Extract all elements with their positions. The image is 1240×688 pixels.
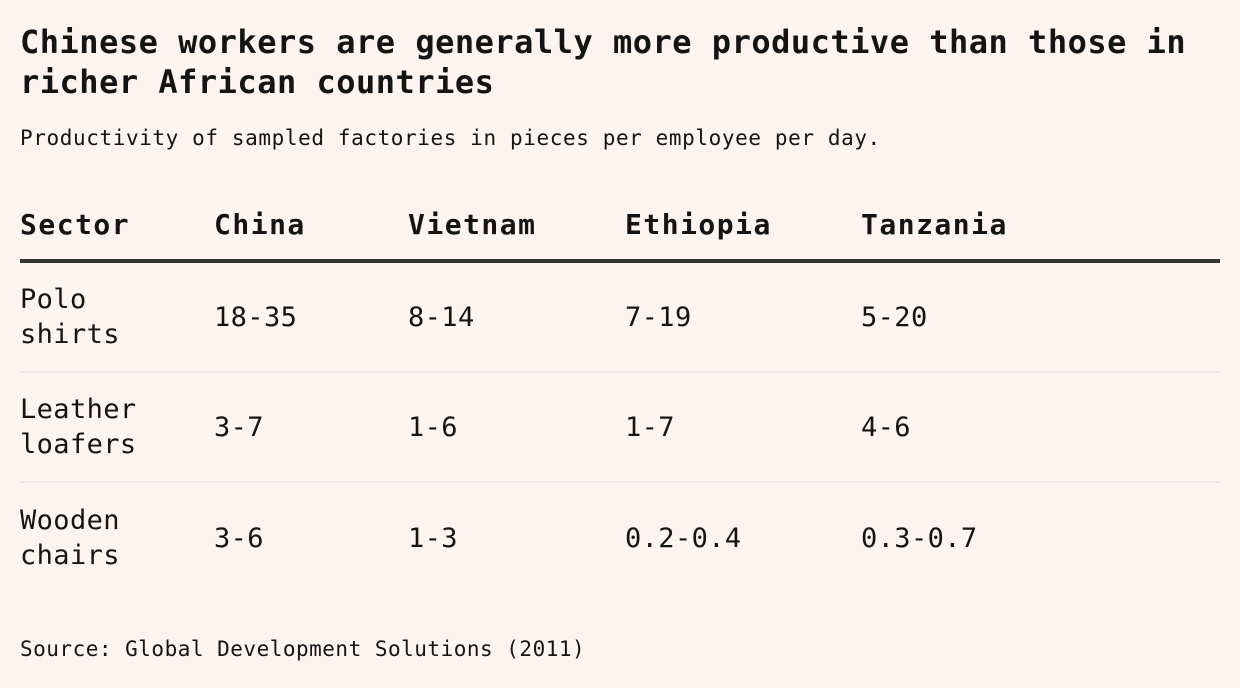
- cell-value: 5-20: [861, 301, 928, 333]
- table-header-row: Sector China Vietnam Ethiopia Tanzania: [20, 209, 1220, 263]
- source-note: Source: Global Development Solutions (20…: [20, 637, 586, 661]
- column-header-ethiopia: Ethiopia: [625, 208, 772, 241]
- cell-value: 4-6: [861, 411, 911, 443]
- data-table: Sector China Vietnam Ethiopia Tanzania P…: [20, 209, 1220, 593]
- cell-value: 3-7: [214, 411, 264, 443]
- cell-value: 1-6: [408, 411, 458, 443]
- cell-value: 1-3: [408, 522, 458, 554]
- table-row: Wooden chairs 3-6 1-3 0.2-0.4 0.3-0.7: [20, 483, 1220, 593]
- row-label: Leather loafers: [20, 394, 137, 460]
- cell-value: 8-14: [408, 301, 475, 333]
- column-header-vietnam: Vietnam: [408, 208, 537, 241]
- cell-value: 0.3-0.7: [861, 522, 978, 554]
- cell-value: 18-35: [214, 301, 298, 333]
- table-row: Polo shirts 18-35 8-14 7-19 5-20: [20, 263, 1220, 373]
- productivity-table-card: Chinese workers are generally more produ…: [20, 23, 1220, 661]
- row-label: Polo shirts: [20, 284, 120, 350]
- cell-value: 1-7: [625, 411, 675, 443]
- cell-value: 0.2-0.4: [625, 522, 742, 554]
- cell-value: 7-19: [625, 301, 692, 333]
- column-header-china: China: [214, 208, 306, 241]
- chart-title: Chinese workers are generally more produ…: [20, 23, 1187, 101]
- table-row: Leather loafers 3-7 1-6 1-7 4-6: [20, 373, 1220, 483]
- cell-value: 3-6: [214, 522, 264, 554]
- chart-subtitle: Productivity of sampled factories in pie…: [20, 126, 881, 150]
- row-label: Wooden chairs: [20, 505, 120, 571]
- column-header-sector: Sector: [20, 208, 131, 241]
- column-header-tanzania: Tanzania: [861, 208, 1008, 241]
